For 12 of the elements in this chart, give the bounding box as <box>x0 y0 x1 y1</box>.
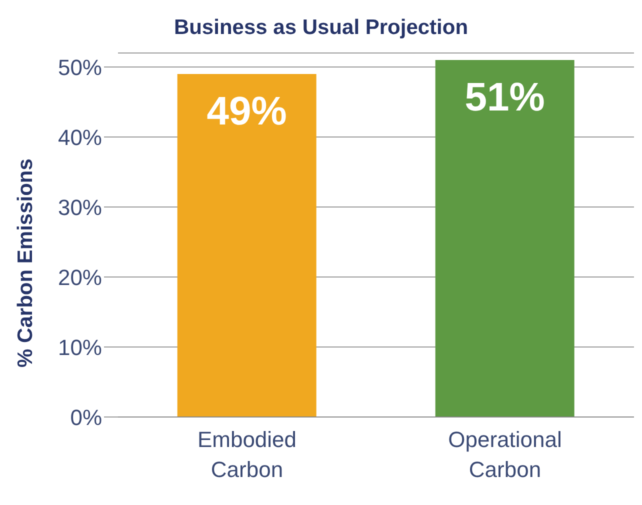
y-tick-label: 0% <box>70 404 102 430</box>
y-axis-title: % Carbon Emissions <box>14 158 38 368</box>
x-tick-label: Operational Carbon <box>448 427 562 482</box>
data-label: 49% <box>206 89 287 134</box>
data-label: 51% <box>464 75 545 120</box>
y-tick-label: 40% <box>58 124 102 150</box>
y-tick-label: 20% <box>58 264 102 290</box>
y-tick-label: 10% <box>58 334 102 360</box>
y-tick-label: 50% <box>58 54 102 80</box>
x-tick-label: Embodied Carbon <box>197 427 297 482</box>
chart-title: Business as Usual Projection <box>172 16 470 40</box>
y-tick-label: 30% <box>58 194 102 220</box>
